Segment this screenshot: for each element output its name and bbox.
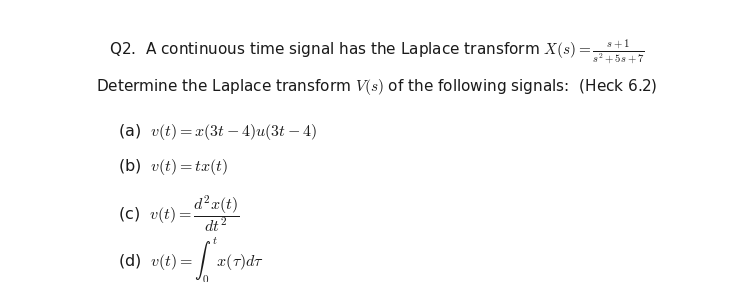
Text: (c)  $v(t) = \dfrac{d^2x(t)}{dt^2}$: (c) $v(t) = \dfrac{d^2x(t)}{dt^2}$ (118, 193, 239, 235)
Text: (b)  $v(t) = tx(t)$: (b) $v(t) = tx(t)$ (118, 157, 228, 177)
Text: Determine the Laplace transform $V(s)$ of the following signals:  (Heck 6.2): Determine the Laplace transform $V(s)$ o… (96, 77, 657, 97)
Text: Q2.  A continuous time signal has the Laplace transform $X(s) = \frac{s+1}{s^2+5: Q2. A continuous time signal has the Lap… (109, 37, 645, 66)
Text: (d)  $v(t) = \int_0^t x(\tau)d\tau$: (d) $v(t) = \int_0^t x(\tau)d\tau$ (118, 235, 263, 282)
Text: (a)  $v(t) = x(3t-4)u(3t-4)$: (a) $v(t) = x(3t-4)u(3t-4)$ (118, 122, 317, 142)
